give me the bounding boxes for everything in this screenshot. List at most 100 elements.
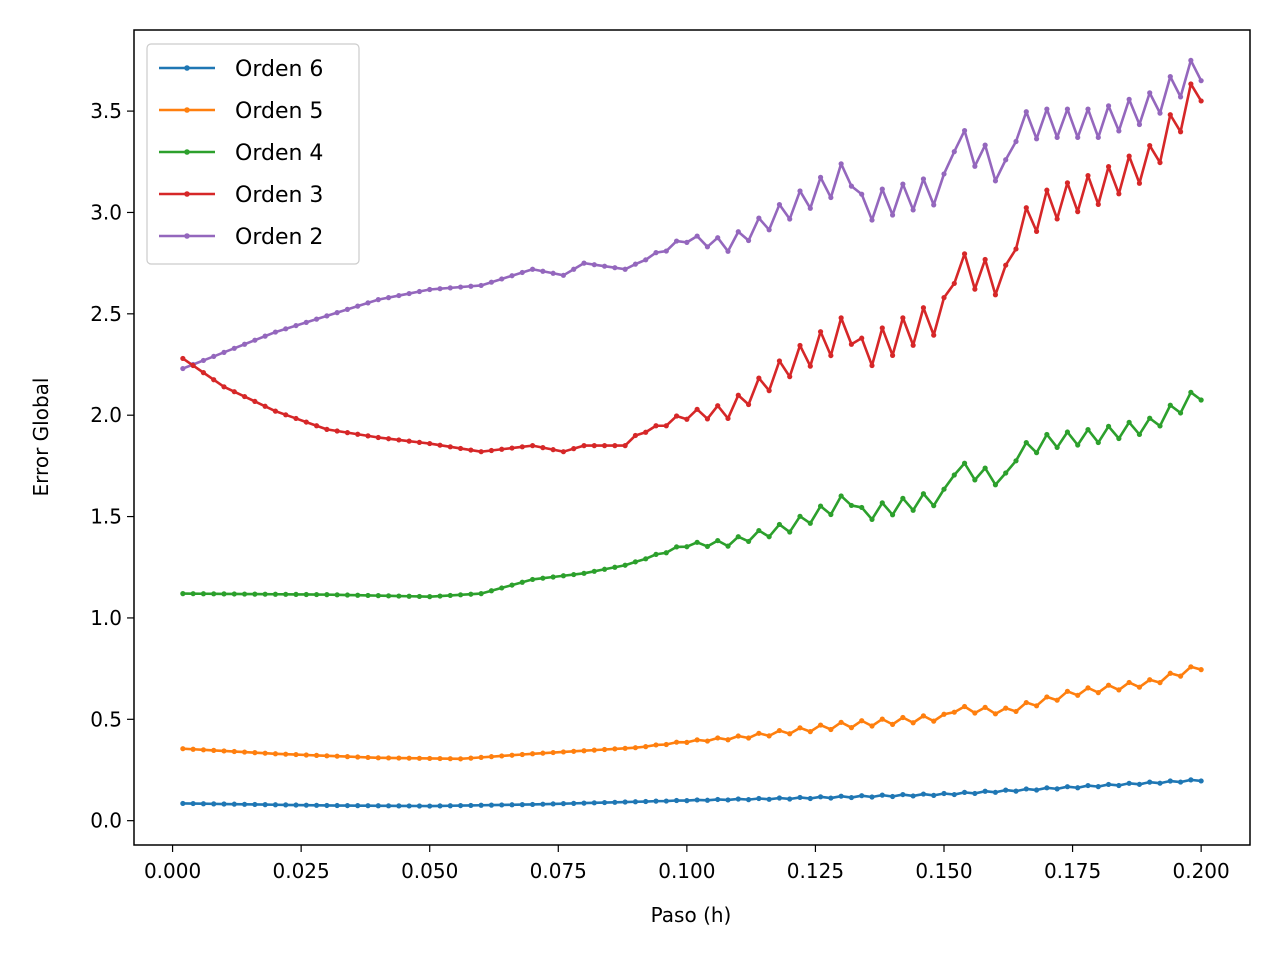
data-point	[663, 798, 669, 804]
data-point	[396, 292, 402, 299]
data-point	[262, 591, 268, 597]
data-point	[931, 332, 937, 338]
data-point	[601, 566, 608, 572]
data-point	[879, 792, 885, 798]
data-point	[889, 512, 896, 518]
data-point	[776, 795, 783, 801]
data-point	[1167, 402, 1173, 408]
data-point	[653, 250, 659, 256]
data-point	[735, 534, 741, 540]
data-point	[478, 802, 484, 808]
legend-box	[146, 43, 360, 265]
legend: Orden 6 Orden 5 Orden 4 Orden 3 Orden 2	[146, 43, 360, 265]
data-point	[1044, 431, 1050, 438]
data-point	[200, 747, 207, 753]
data-point	[838, 719, 844, 725]
data-point	[879, 186, 885, 192]
data-point	[1147, 142, 1153, 149]
data-point	[776, 201, 783, 208]
data-point	[1116, 128, 1122, 134]
data-point	[272, 751, 279, 757]
data-point	[972, 477, 978, 483]
data-point	[293, 751, 299, 758]
legend-marker	[184, 65, 190, 71]
data-point	[447, 756, 453, 762]
data-point	[272, 329, 279, 335]
data-point	[550, 749, 556, 756]
data-point	[385, 755, 392, 761]
data-point	[900, 495, 906, 501]
data-point	[869, 217, 875, 223]
data-point	[715, 735, 721, 741]
data-point	[427, 594, 433, 600]
data-point	[396, 593, 402, 599]
data-point	[1075, 785, 1081, 791]
y-tick-label: 1.0	[90, 606, 122, 630]
x-tick-label: 0.125	[787, 859, 844, 883]
data-point	[447, 285, 453, 291]
legend-label: Orden 4	[235, 141, 323, 166]
data-point	[889, 721, 896, 727]
data-point	[859, 793, 865, 799]
data-point	[745, 237, 752, 244]
data-point	[900, 181, 906, 187]
data-point	[499, 276, 505, 282]
data-point	[653, 798, 659, 804]
data-point	[560, 449, 567, 455]
data-point	[920, 491, 927, 497]
data-point	[447, 592, 453, 599]
data-point	[797, 794, 803, 801]
data-point	[756, 730, 762, 736]
data-point	[324, 426, 330, 432]
data-point	[375, 434, 381, 441]
data-point	[797, 188, 803, 194]
data-point	[1136, 431, 1143, 438]
data-point	[704, 543, 711, 550]
data-point	[427, 755, 433, 762]
data-point	[303, 319, 309, 325]
data-point	[221, 748, 227, 754]
data-point	[1105, 682, 1112, 688]
data-point	[540, 575, 546, 581]
data-point	[601, 263, 608, 269]
data-point	[416, 755, 423, 761]
data-point	[725, 797, 731, 803]
data-point	[1105, 103, 1112, 109]
x-tick-label: 0.150	[915, 859, 972, 883]
series-line	[182, 778, 1202, 808]
data-point	[457, 802, 464, 809]
data-point	[941, 486, 947, 492]
data-point	[828, 511, 834, 518]
data-point	[684, 798, 690, 804]
data-point	[1105, 164, 1112, 170]
data-point	[941, 295, 947, 301]
data-point	[961, 703, 968, 710]
data-point	[787, 216, 793, 222]
data-point	[457, 284, 464, 290]
data-point	[643, 556, 649, 562]
data-point	[1054, 697, 1060, 703]
x-tick-label: 0.075	[530, 859, 587, 883]
data-point	[776, 727, 783, 734]
data-point	[550, 447, 556, 453]
data-point	[211, 353, 217, 360]
data-point	[869, 516, 875, 522]
data-point	[694, 737, 700, 743]
data-point	[1105, 781, 1112, 788]
data-point	[910, 720, 916, 726]
data-point	[1044, 785, 1050, 791]
data-point	[612, 443, 618, 449]
legend-label: Orden 3	[235, 183, 323, 208]
data-point	[735, 796, 741, 802]
data-point	[519, 751, 525, 758]
data-point	[365, 803, 371, 809]
data-point	[663, 550, 669, 556]
data-point	[1157, 110, 1163, 116]
data-point	[900, 791, 906, 798]
data-point	[992, 789, 999, 795]
data-point	[653, 423, 659, 429]
data-point	[509, 752, 515, 758]
data-point	[756, 375, 762, 381]
data-point	[396, 437, 402, 443]
data-point	[344, 430, 351, 436]
